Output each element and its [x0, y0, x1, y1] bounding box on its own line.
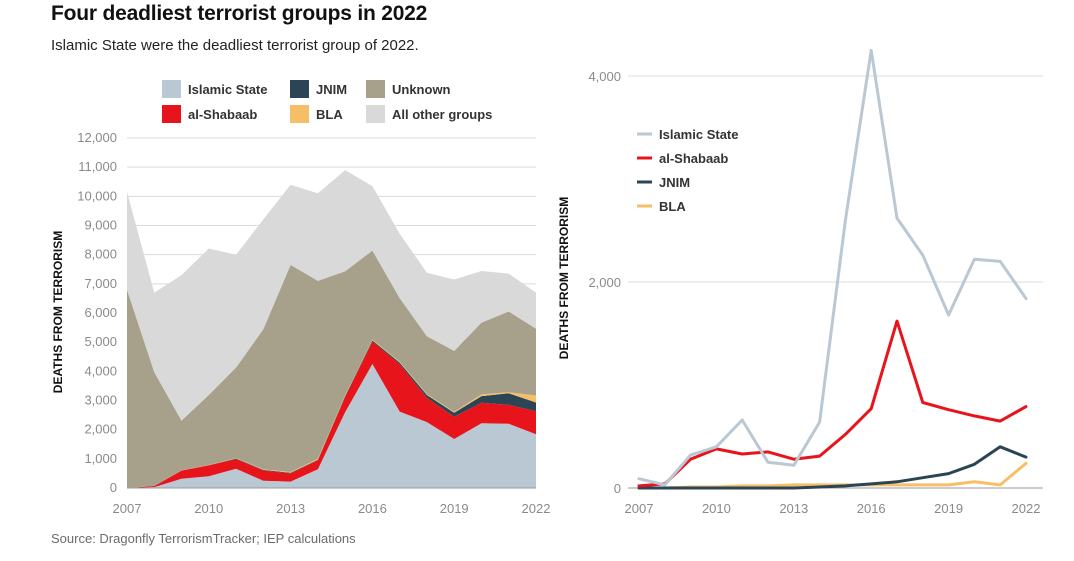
legend-label-islamic-state: Islamic State [659, 127, 739, 142]
x-tick-label: 2022 [1012, 501, 1041, 516]
line-islamic-state [637, 48, 1028, 487]
area-unknown [127, 250, 536, 488]
legend-label-al-shabaab: al-Shabaab [188, 107, 257, 122]
area-jnim [127, 340, 536, 488]
y-tick-label: 9,000 [84, 218, 117, 233]
y-tick-label: 0 [110, 480, 117, 495]
y-tick-label: 7,000 [84, 276, 117, 291]
x-tick-label: 2016 [857, 501, 886, 516]
y-axis-label: DEATHS FROM TERRORISM [557, 197, 571, 359]
legend-label-bla: BLA [659, 199, 686, 214]
y-tick-label: 8,000 [84, 247, 117, 262]
legend-label-all-other-groups: All other groups [392, 107, 492, 122]
chart-subtitle: Islamic State were the deadliest terrori… [51, 37, 419, 54]
x-tick-label: 2010 [702, 501, 731, 516]
y-tick-label: 4,000 [84, 363, 117, 378]
y-axis-label: DEATHS FROM TERRORISM [51, 231, 65, 393]
legend-swatch-al-shabaab [162, 105, 181, 123]
source-note: Source: Dragonfly TerrorismTracker; IEP … [51, 531, 356, 546]
x-tick-label: 2022 [522, 501, 551, 516]
legend-label-bla: BLA [316, 107, 343, 122]
x-tick-label: 2013 [779, 501, 808, 516]
legend-swatch-jnim [290, 80, 309, 98]
y-tick-label: 1,000 [84, 451, 117, 466]
legend-label-al-shabaab: al-Shabaab [659, 151, 728, 166]
legend-swatch-islamic-state [162, 80, 181, 98]
line-chart: 0 2,000 4,000 2007 2010 2013 2016 2019 2022 DEATH… [557, 48, 1043, 516]
x-tick-label: 2019 [934, 501, 963, 516]
legend-label-jnim: JNIM [316, 82, 347, 97]
area-islamic-state [127, 364, 536, 488]
line-jnim [637, 445, 1028, 490]
y-tick-label: 3,000 [84, 393, 117, 408]
x-tick-label: 2016 [358, 501, 387, 516]
legend-label-jnim: JNIM [659, 175, 690, 190]
y-tick-label: 0 [614, 481, 621, 496]
y-tick-label: 2,000 [588, 275, 621, 290]
legend-label-islamic-state: Islamic State [188, 82, 268, 97]
area-all-other-groups [127, 170, 536, 421]
y-tick-label: 12,000 [77, 130, 117, 145]
legend-swatch-all-other-groups [366, 105, 385, 123]
x-tick-label: 2013 [276, 501, 305, 516]
x-tick-label: 2007 [113, 501, 142, 516]
y-tick-label: 6,000 [84, 305, 117, 320]
y-tick-label: 10,000 [77, 188, 117, 203]
y-tick-label: 2,000 [84, 422, 117, 437]
x-tick-label: 2007 [625, 501, 654, 516]
legend-swatch-unknown [366, 80, 385, 98]
legend-label-unknown: Unknown [392, 82, 451, 97]
y-tick-label: 5,000 [84, 334, 117, 349]
y-tick-label: 11,000 [78, 159, 117, 174]
x-tick-label: 2019 [440, 501, 469, 516]
legend-swatch-bla [290, 105, 309, 123]
x-tick-label: 2010 [194, 501, 223, 516]
line-al-shabaab [637, 319, 1028, 488]
chart-title: Four deadliest terrorist groups in 2022 [51, 2, 428, 25]
y-tick-label: 4,000 [588, 69, 621, 84]
stacked-area-chart: 0 1,000 2,000 3,000 4,000 5,000 6,000 7,000 8,00… [51, 80, 551, 516]
